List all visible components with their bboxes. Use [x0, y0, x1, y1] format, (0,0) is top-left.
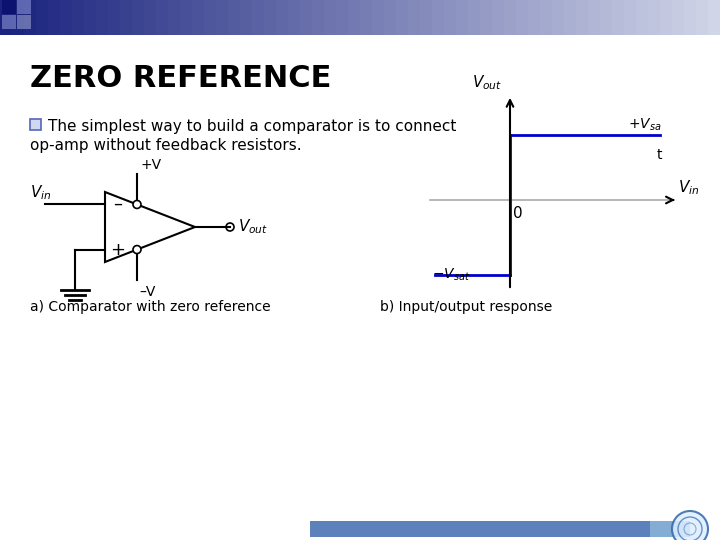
Text: t: t — [657, 148, 662, 162]
Bar — [408, 0, 421, 35]
Bar — [468, 0, 481, 35]
Bar — [144, 0, 157, 35]
Bar — [492, 0, 505, 35]
Circle shape — [133, 200, 141, 208]
Bar — [264, 0, 277, 35]
Bar — [696, 0, 709, 35]
Bar — [528, 0, 541, 35]
Bar — [17, 15, 31, 29]
Bar — [612, 0, 625, 35]
Bar — [60, 0, 73, 35]
Bar — [360, 0, 373, 35]
Bar — [444, 0, 457, 35]
Text: ZERO REFERENCE: ZERO REFERENCE — [30, 64, 331, 93]
Text: +V: +V — [141, 158, 162, 172]
Bar — [660, 0, 673, 35]
Bar — [108, 0, 121, 35]
Bar — [552, 0, 565, 35]
Bar — [30, 119, 41, 130]
Bar — [648, 0, 661, 35]
Bar — [17, 0, 31, 14]
Bar — [624, 0, 637, 35]
Bar — [708, 0, 720, 35]
Bar — [120, 0, 133, 35]
Bar — [432, 0, 445, 35]
Text: $V_{in}$: $V_{in}$ — [30, 183, 51, 202]
Bar — [672, 0, 685, 35]
Bar — [240, 0, 253, 35]
Bar — [156, 0, 169, 35]
Text: –: – — [114, 195, 122, 213]
Bar — [12, 0, 25, 35]
Bar — [504, 0, 517, 35]
Bar — [204, 0, 217, 35]
Bar — [576, 0, 589, 35]
Bar — [684, 0, 697, 35]
Bar — [36, 0, 49, 35]
Text: a) Comparator with zero reference: a) Comparator with zero reference — [30, 300, 271, 314]
Bar — [192, 0, 205, 35]
Text: 0: 0 — [513, 206, 523, 221]
Bar — [310, 521, 690, 537]
Bar — [564, 0, 577, 35]
Text: op-amp without feedback resistors.: op-amp without feedback resistors. — [30, 138, 302, 153]
Bar — [216, 0, 229, 35]
Bar — [324, 0, 337, 35]
Bar — [252, 0, 265, 35]
Bar — [72, 0, 85, 35]
Bar — [2, 0, 16, 14]
Bar — [372, 0, 385, 35]
Text: The simplest way to build a comparator is to connect: The simplest way to build a comparator i… — [48, 119, 456, 134]
Text: –V: –V — [139, 285, 156, 299]
Bar — [516, 0, 529, 35]
Polygon shape — [105, 192, 195, 262]
Bar — [480, 0, 493, 35]
Bar — [310, 521, 650, 537]
Bar — [348, 0, 361, 35]
Circle shape — [226, 223, 234, 231]
Bar — [180, 0, 193, 35]
Bar — [600, 0, 613, 35]
Bar — [456, 0, 469, 35]
Text: $V_{out}$: $V_{out}$ — [238, 218, 269, 237]
Bar — [24, 0, 37, 35]
Text: $V_{in}$: $V_{in}$ — [678, 178, 699, 197]
Bar — [228, 0, 241, 35]
Bar — [288, 0, 301, 35]
Bar — [132, 0, 145, 35]
Text: $+V_{sa}$: $+V_{sa}$ — [629, 117, 662, 133]
Bar — [168, 0, 181, 35]
Bar — [84, 0, 97, 35]
Text: b) Input/output response: b) Input/output response — [380, 300, 552, 314]
Bar — [48, 0, 61, 35]
Bar — [2, 15, 16, 29]
Bar — [312, 0, 325, 35]
Bar — [588, 0, 601, 35]
Bar — [336, 0, 349, 35]
Bar — [420, 0, 433, 35]
Text: $V_{out}$: $V_{out}$ — [472, 73, 503, 92]
Text: +: + — [110, 241, 125, 259]
Bar — [96, 0, 109, 35]
Bar — [384, 0, 397, 35]
Bar — [300, 0, 313, 35]
Text: $-V_{sat}$: $-V_{sat}$ — [432, 267, 470, 283]
Bar — [396, 0, 409, 35]
Bar — [0, 0, 13, 35]
Bar — [276, 0, 289, 35]
Circle shape — [672, 511, 708, 540]
Bar — [540, 0, 553, 35]
Circle shape — [133, 246, 141, 254]
Bar — [636, 0, 649, 35]
